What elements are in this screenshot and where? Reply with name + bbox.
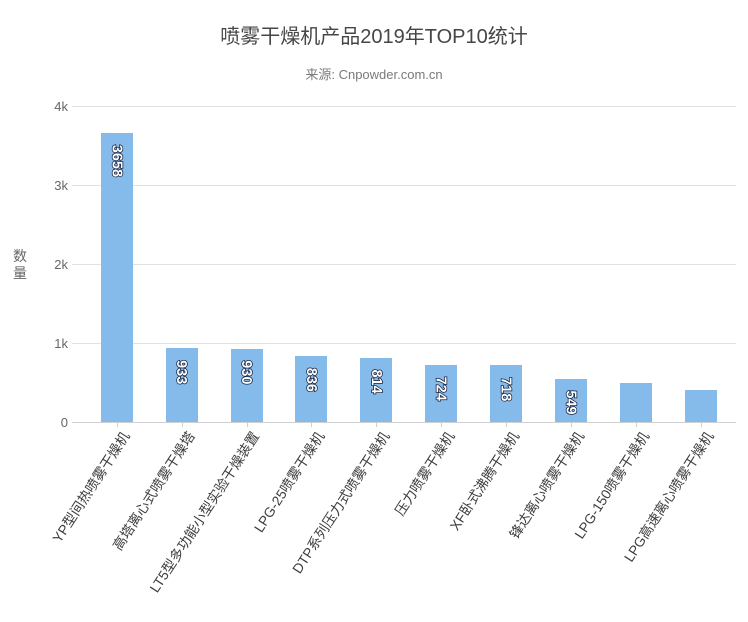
svg-text:930: 930 [238, 360, 254, 384]
svg-text:933: 933 [173, 360, 189, 384]
svg-text:814: 814 [368, 369, 384, 393]
svg-text:836: 836 [303, 368, 319, 392]
svg-text:718: 718 [498, 377, 514, 401]
svg-text:3658: 3658 [108, 145, 124, 177]
svg-text:724: 724 [433, 377, 449, 401]
svg-text:549: 549 [562, 390, 578, 414]
